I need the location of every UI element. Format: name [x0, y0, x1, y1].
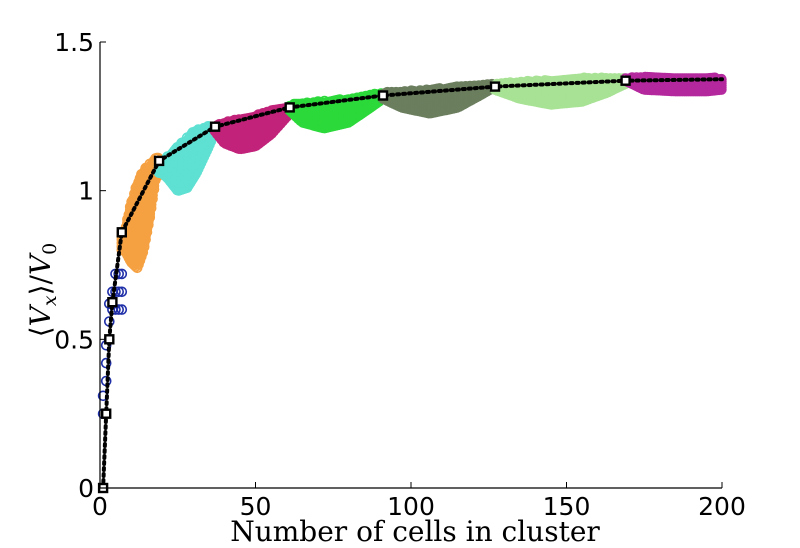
- mean-velocity-marker: [209, 121, 221, 132]
- data-point: [141, 226, 153, 238]
- x-tick-label: 0: [92, 492, 108, 521]
- mean-velocity-marker: [104, 334, 115, 345]
- mean-velocity-marker: [489, 81, 501, 92]
- cluster-series-5: [284, 88, 387, 134]
- cluster-series-2: [116, 152, 164, 274]
- cluster-points-layer: [97, 71, 727, 420]
- y-tick-label: 1.5: [54, 28, 94, 57]
- mean-velocity-marker: [620, 75, 631, 86]
- y-tick-label: 1: [78, 177, 94, 206]
- data-point: [143, 219, 154, 231]
- mean-velocity-line: [101, 77, 724, 490]
- x-tick-label: 200: [698, 492, 746, 521]
- x-axis-label: Number of cells in cluster: [230, 515, 600, 548]
- cluster-series-8: [620, 71, 727, 97]
- mean-velocity-marker: [116, 227, 128, 238]
- data-point: [113, 304, 124, 315]
- data-point: [138, 241, 150, 253]
- cluster-series-4: [209, 102, 295, 155]
- y-tick-label: 0.5: [54, 325, 94, 354]
- x-tick-label: 100: [387, 492, 435, 521]
- mean-velocity-layer: [97, 75, 724, 494]
- cluster-series-7: [489, 72, 631, 110]
- data-point: [140, 234, 151, 245]
- x-tick-label: 150: [543, 492, 591, 521]
- y-axis-label: ⟨Vx⟩/V0: [24, 243, 61, 338]
- mean-velocity-marker: [377, 90, 389, 101]
- mean-velocity-marker: [107, 297, 118, 308]
- mean-velocity-marker: [100, 408, 112, 419]
- mean-velocity-marker: [153, 155, 165, 167]
- y-tick-label: 0: [78, 474, 94, 503]
- tick-labels: 0 50 100 150 200 0 0.5 1 1.5: [54, 28, 746, 521]
- mean-velocity-marker: [284, 102, 295, 113]
- cluster-series-6: [377, 78, 500, 119]
- axes: [99, 41, 723, 489]
- x-tick-label: 50: [240, 492, 272, 521]
- data-point: [113, 268, 124, 280]
- data-point: [116, 286, 128, 298]
- data-point: [116, 304, 128, 315]
